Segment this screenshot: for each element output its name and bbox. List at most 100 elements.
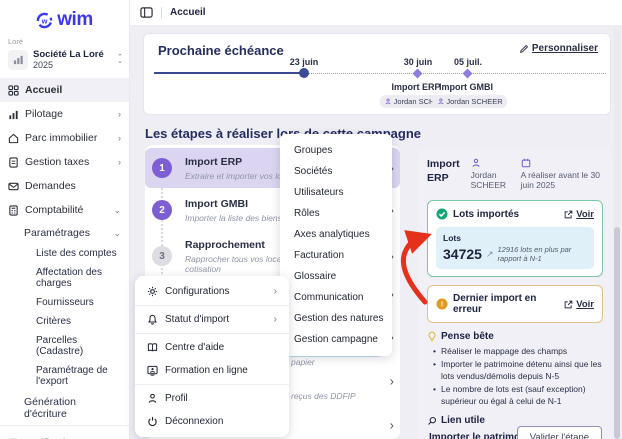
divider	[135, 305, 289, 306]
company-name: Société La Loré	[33, 49, 104, 60]
sidebar-item-parametrage-export[interactable]: Paramétrage de l'export	[36, 365, 108, 388]
lightbulb-icon	[427, 331, 437, 342]
assignee-badge: Jordan SCHEER	[432, 95, 508, 108]
sidebar-item-pilotage[interactable]: Pilotage ›	[0, 102, 129, 126]
lots-label: Lots	[443, 233, 461, 243]
menu-item-configurations[interactable]: Configurations ›	[135, 280, 289, 303]
menu-item-label: Statut d'import	[165, 314, 230, 325]
sidebar-item-comptabilite[interactable]: Comptabilité ⌄	[0, 198, 129, 222]
deadline-card: Prochaine échéance Personnaliser 23 juin…	[143, 33, 611, 115]
step-row-rapprochement[interactable]: 3 Rapprochement Rapprocher tous vos loca…	[145, 232, 400, 280]
step-row[interactable]: ›	[145, 404, 400, 439]
company-chart-icon	[8, 49, 28, 70]
voir-link[interactable]: Voir	[564, 299, 594, 310]
lots-imported-card: Lots importés Voir Lots 34725 ↗ 12916 lo…	[427, 200, 603, 277]
sidebar-item-gestion-taxes[interactable]: Gestion taxes ›	[0, 150, 129, 174]
menu-item-deconnexion[interactable]: Déconnexion	[135, 410, 289, 433]
org-label: Loré	[8, 37, 24, 46]
step-number: 3	[152, 246, 172, 266]
sidebar-item-label: Parc immobilier	[25, 132, 98, 145]
milestone-diamond	[462, 68, 473, 78]
timeline-elapsed	[154, 72, 304, 74]
sidebar-item-demandes[interactable]: Demandes	[0, 174, 129, 198]
menu-item-gestion-campagne[interactable]: Gestion campagne	[294, 334, 378, 345]
chevron-right-icon: ›	[273, 314, 277, 325]
validate-step-button[interactable]: Valider l'étape	[516, 426, 602, 439]
person-icon	[147, 393, 158, 404]
account-popup-menu: Configurations › Statut d'import › Centr…	[135, 276, 289, 437]
breadcrumb[interactable]: Accueil	[170, 7, 206, 18]
assignee-name: Jordan SCHE	[393, 97, 440, 106]
menu-item-axes-analytiques[interactable]: Axes analytiques	[294, 229, 370, 240]
menu-item-statut-import[interactable]: Statut d'import ›	[135, 308, 289, 331]
person-icon	[437, 98, 444, 105]
mail-icon	[8, 181, 19, 192]
milestone-dot	[299, 68, 309, 78]
sidebar-item-parcelles[interactable]: Parcelles (Cadastre)	[36, 335, 84, 358]
chevron-right-icon: ›	[389, 417, 394, 433]
sidebar-item-criteres[interactable]: Critères	[36, 316, 72, 328]
sidebar-item-parc-immobilier[interactable]: Parc immobilier ›	[0, 126, 129, 150]
personalize-link[interactable]: Personnaliser	[519, 43, 598, 54]
sidebar-item-notifications[interactable]: Notifications	[0, 431, 129, 439]
pencil-icon	[519, 44, 529, 54]
chevron-right-icon: ›	[118, 109, 121, 120]
svg-text:w: w	[41, 16, 48, 25]
bar-chart-icon	[8, 109, 19, 120]
scrollbar-thumb[interactable]	[614, 227, 620, 439]
sidebar-item-accueil[interactable]: Accueil	[0, 78, 129, 103]
due-date: A réaliser avant le 30 juin 2025	[520, 170, 600, 190]
menu-item-formation-en-ligne[interactable]: Formation en ligne	[135, 359, 289, 382]
menu-item-groupes[interactable]: Groupes	[294, 145, 333, 156]
chevron-right-icon: ›	[118, 157, 121, 168]
sidebar-item-parametrages[interactable]: Paramétrages ⌄	[0, 222, 129, 244]
chevron-down-icon: ⌄	[113, 204, 121, 215]
status-label: Dernier import en erreur	[453, 293, 537, 315]
import-patrimoine-link[interactable]: Importer le patrimoine (ERP)	[429, 432, 565, 439]
voir-link[interactable]: Voir	[564, 209, 594, 220]
detail-due: A réaliser avant le 30 juin 2025	[521, 158, 603, 190]
detail-assignee: Jordan SCHEER	[471, 158, 513, 190]
milestone-date: 05 juil.	[453, 57, 483, 67]
lots-value: 34725	[443, 246, 482, 262]
chevron-updown-icon: ⌃ ⌄	[117, 53, 123, 65]
sidebar-item-generation-ecriture[interactable]: Génération d'écriture	[0, 391, 129, 425]
menu-item-gestion-des-natures[interactable]: Gestion des natures	[294, 313, 384, 324]
detail-header: Import ERP Jordan SCHEER A réaliser avan…	[427, 158, 603, 190]
step-desc: Importer la liste des biens de GM	[185, 212, 310, 223]
memo-item: Importer le patrimoine détenu ainsi que …	[433, 359, 603, 382]
sidebar-item-label: Demandes	[25, 180, 76, 193]
svg-text:!: !	[441, 300, 444, 309]
memo-title-label: Pense bête	[441, 331, 494, 342]
sidebar-toggle-icon[interactable]	[140, 6, 153, 19]
menu-item-utilisateurs[interactable]: Utilisateurs	[294, 187, 344, 198]
sidebar-item-fournisseurs[interactable]: Fournisseurs	[36, 297, 94, 309]
chevron-right-icon: ›	[118, 133, 121, 144]
divider	[135, 333, 289, 334]
menu-item-profil[interactable]: Profil	[135, 387, 289, 410]
sidebar-item-label: Accueil	[25, 84, 63, 97]
document-icon	[8, 157, 19, 168]
company-selector[interactable]: Société La Loré 2025 ⌃ ⌄	[8, 49, 123, 70]
menu-item-roles[interactable]: Rôles	[294, 208, 320, 219]
sidebar-item-liste-des-comptes[interactable]: Liste des comptes	[36, 248, 117, 260]
sidebar-item-label: Notifications	[25, 437, 82, 439]
sidebar-item-affectation-des-charges[interactable]: Affectation des charges	[36, 267, 102, 290]
menu-item-centre-aide[interactable]: Centre d'aide	[135, 336, 289, 359]
sidebar-bottom: Notifications Jérémie CLÉMENT jeremie.cl…	[0, 425, 129, 439]
step-title: Rapprochement	[185, 238, 265, 251]
menu-item-label: Configurations	[165, 286, 230, 297]
sidebar-item-label: Paramétrages	[24, 227, 90, 240]
power-icon	[147, 416, 158, 427]
menu-item-facturation[interactable]: Facturation	[294, 250, 345, 261]
warning-circle-icon: !	[436, 298, 448, 310]
menu-item-societes[interactable]: Sociétés	[294, 166, 333, 177]
step-row[interactable]: ›	[145, 360, 400, 402]
personalize-label: Personnaliser	[531, 43, 598, 54]
grid-icon	[8, 85, 19, 96]
menu-item-glossaire[interactable]: Glossaire	[294, 271, 337, 282]
bell-icon	[147, 314, 158, 325]
chevron-right-icon: ›	[389, 373, 394, 389]
voir-label: Voir	[576, 298, 594, 310]
menu-item-communication[interactable]: Communication	[294, 292, 364, 303]
